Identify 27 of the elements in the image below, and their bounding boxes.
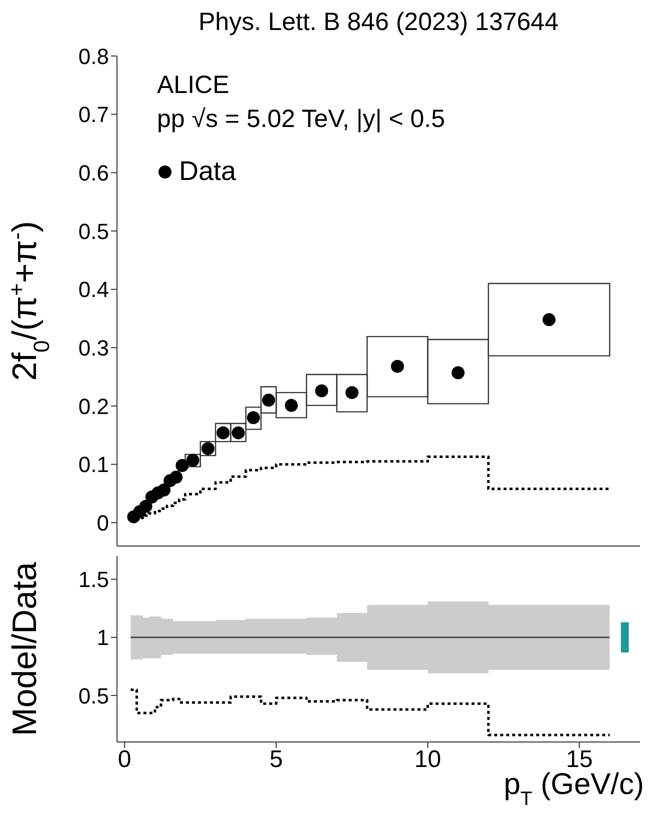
y-tick-label: 1.5 xyxy=(78,567,109,592)
y-tick-label: 0.2 xyxy=(78,394,109,419)
y-tick-label: 0.1 xyxy=(78,452,109,478)
point xyxy=(390,360,404,373)
annotation: pp √s = 5.02 TeV, |y| < 0.5 xyxy=(157,104,446,135)
y-tick-label: 1 xyxy=(96,625,109,650)
point xyxy=(170,470,183,484)
point xyxy=(542,313,556,326)
y-tick-label: 0.8 xyxy=(78,44,109,69)
x-tick-label: 0 xyxy=(118,746,132,774)
point xyxy=(157,484,170,496)
x-tick-label: 5 xyxy=(269,746,283,774)
annotation: ALICE xyxy=(157,70,230,101)
y-tick-label: 0.6 xyxy=(78,160,109,186)
legend-label: Data xyxy=(178,156,236,187)
y-axis-title: Model/Data xyxy=(6,562,44,736)
point xyxy=(139,500,152,513)
point xyxy=(176,459,189,472)
x-tick-label: 10 xyxy=(414,746,442,774)
chart-title: Phys. Lett. B 846 (2023) 137644 xyxy=(198,8,560,37)
y-tick-label: 0.5 xyxy=(78,683,109,708)
y-tick-label: 0.5 xyxy=(78,218,109,244)
point xyxy=(452,366,465,380)
y-tick-label: 0.4 xyxy=(78,277,109,302)
y-tick-label: 0.3 xyxy=(78,335,109,360)
y-tick-label: 0 xyxy=(96,510,109,536)
y-tick-label: 0.7 xyxy=(78,102,109,128)
